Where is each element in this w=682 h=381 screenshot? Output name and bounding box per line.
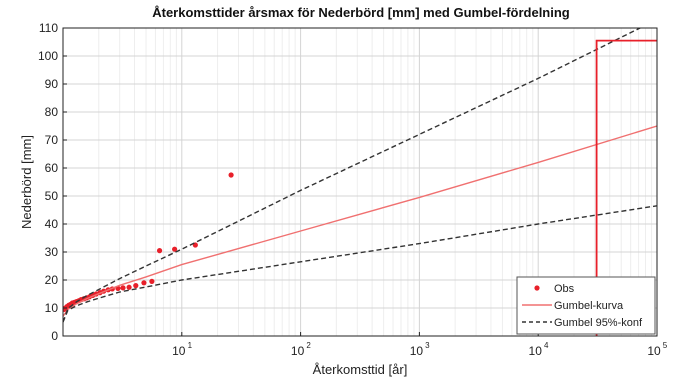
x-tick-label: 10 <box>172 344 186 358</box>
y-tick-label: 0 <box>51 329 58 343</box>
x-tick-exponent: 5 <box>663 341 668 350</box>
obs-point <box>156 248 163 254</box>
obs-point <box>120 285 126 291</box>
obs-point <box>126 284 132 290</box>
obs-point <box>149 278 155 284</box>
y-tick-label: 110 <box>39 21 58 35</box>
y-tick-label: 70 <box>45 133 59 147</box>
y-tick-label: 20 <box>45 273 59 287</box>
y-axis-ticks: 0 10 20 30 40 50 60 70 80 90 100 110 <box>38 21 67 343</box>
x-tick-exponent: 2 <box>306 341 311 350</box>
confidence-line <box>63 28 642 323</box>
legend-label-conf: Gumbel 95%-konf <box>554 317 643 329</box>
x-axis-label: Återkomsttid [år] <box>313 362 408 377</box>
x-tick-label: 10 <box>647 344 661 358</box>
x-tick-label: 10 <box>529 344 543 358</box>
legend-label-gumbel: Gumbel-kurva <box>554 300 624 312</box>
legend-label-obs: Obs <box>554 283 575 295</box>
series-layer <box>63 28 657 336</box>
y-tick-label: 90 <box>45 77 59 91</box>
y-tick-label: 10 <box>45 301 59 315</box>
y-axis-label: Nederbörd [mm] <box>19 135 34 229</box>
x-tick-exponent: 3 <box>425 341 430 350</box>
y-tick-label: 50 <box>45 189 59 203</box>
chart-title: Återkomsttider årsmax för Nederbörd [mm]… <box>152 5 570 20</box>
x-tick-label: 10 <box>410 344 424 358</box>
y-tick-label: 30 <box>45 245 59 259</box>
series-group <box>63 28 657 336</box>
y-tick-label: 40 <box>45 217 59 231</box>
legend-marker-obs <box>534 285 540 291</box>
x-tick-label: 10 <box>291 344 305 358</box>
gumbel-curve <box>63 125 657 317</box>
confidence-line <box>63 205 657 323</box>
x-axis-ticks: 10 1 10 2 10 3 10 4 10 5 <box>172 332 668 358</box>
obs-point <box>228 172 234 178</box>
obs-point <box>172 246 178 252</box>
obs-point <box>141 280 147 286</box>
y-tick-label: 100 <box>38 49 58 63</box>
x-tick-exponent: 4 <box>544 341 549 350</box>
y-tick-label: 80 <box>45 105 59 119</box>
legend: Obs Gumbel-kurva Gumbel 95%-konf <box>516 276 656 335</box>
y-tick-label: 60 <box>45 161 59 175</box>
x-tick-exponent: 1 <box>188 341 193 350</box>
plot-border <box>62 27 658 337</box>
threshold-step-line <box>595 39 657 336</box>
obs-point <box>133 283 139 289</box>
